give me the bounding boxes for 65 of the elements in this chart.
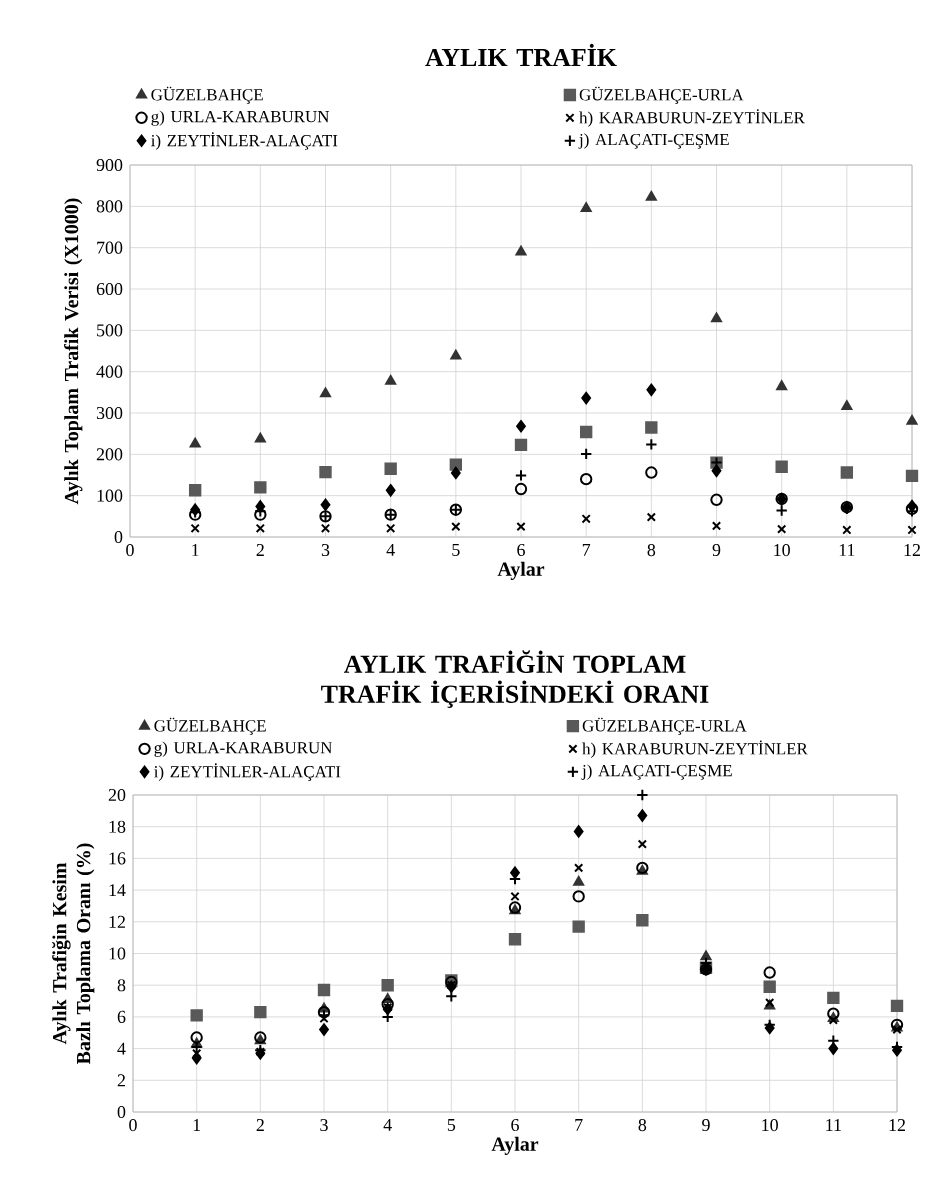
x-tick-label: 4: [383, 1119, 392, 1131]
legend-label: h) KARABURUN-ZEYTİNLER: [582, 740, 808, 758]
x-tick-label: 12: [889, 1119, 905, 1131]
x-tick-label: 12: [904, 544, 920, 556]
y-tick-label: 12: [109, 915, 125, 928]
x-tick-label: 3: [320, 1119, 328, 1132]
y-tick-label: 0: [114, 530, 123, 544]
x-tick-label: 1: [193, 1119, 201, 1131]
y-tick-label: 200: [96, 448, 123, 461]
x-tick-label: 5: [447, 1119, 456, 1131]
y-axis-title: Aylık Trafiğin Kesim Bazlı Toplama Oranı (%): [52, 843, 95, 1065]
x-tick-label: 2: [256, 544, 264, 556]
x-axis-title: Aylar: [491, 1136, 539, 1155]
legend-label: j) ALAÇATI-ÇEŞME: [578, 133, 729, 149]
y-tick-label: 300: [96, 406, 123, 420]
y-tick-label: 8: [117, 979, 126, 992]
x-tick-label: 8: [647, 544, 656, 557]
legend-label: g) URLA-KARABURUN: [151, 110, 330, 126]
y-tick-label: 0: [117, 1105, 126, 1119]
y-tick-label: 16: [109, 852, 126, 865]
y-tick-label: 400: [96, 365, 123, 378]
x-tick-label: 9: [702, 1119, 710, 1132]
y-tick-label: 20: [108, 788, 126, 802]
chart-title: AYLIK TRAFİK: [425, 43, 617, 67]
x-tick-label: 0: [126, 544, 134, 557]
legend-label: GÜZELBAHÇE: [151, 86, 263, 104]
y-tick-label: 900: [96, 158, 123, 172]
x-tick-label: 6: [511, 1119, 519, 1132]
x-tick-label: 11: [826, 1119, 841, 1131]
x-tick-label: 7: [582, 544, 591, 556]
x-tick-label: 4: [386, 544, 395, 556]
y-tick-label: 18: [109, 820, 126, 833]
x-tick-label: 11: [839, 544, 855, 556]
legend-label: GÜZELBAHÇE: [154, 717, 266, 736]
chart-title: AYLIK TRAFİĞİN TOPLAM TRAFİK İÇERİSİNDEKİ ORANI: [321, 650, 709, 709]
x-tick-label: 6: [517, 544, 525, 557]
x-tick-label: 3: [321, 544, 330, 557]
y-tick-label: 800: [96, 200, 123, 213]
y-tick-label: 600: [96, 282, 123, 296]
legend-label: h) KARABURUN-ZEYTİNLER: [579, 109, 805, 127]
y-tick-label: 2: [117, 1074, 125, 1087]
y-tick-label: 4: [117, 1042, 126, 1055]
x-axis-title: Aylar: [497, 561, 545, 580]
x-tick-label: 1: [192, 544, 199, 556]
legend-label: GÜZELBAHÇE-URLA: [582, 717, 747, 736]
legend-label: i) ZEYTİNLER-ALAÇATI: [154, 763, 341, 781]
x-tick-label: 9: [712, 544, 721, 557]
y-tick-label: 14: [109, 884, 126, 897]
x-tick-label: 7: [575, 1119, 583, 1131]
legend-label: g) URLA-KARABURUN: [154, 741, 333, 757]
y-axis-title: Aylık Toplam Trafik Verisi (X1000): [64, 198, 83, 505]
x-tick-label: 5: [452, 544, 460, 556]
y-tick-label: 700: [97, 241, 123, 254]
y-tick-label: 10: [109, 947, 126, 960]
y-tick-label: 100: [97, 489, 123, 502]
legend-label: i) ZEYTİNLER-ALAÇATI: [151, 132, 338, 150]
legend-label: j) ALAÇATI-ÇEŞME: [581, 764, 732, 780]
x-tick-label: 8: [638, 1119, 647, 1132]
y-tick-label: 6: [117, 1010, 126, 1023]
x-tick-label: 10: [762, 1119, 778, 1132]
x-tick-label: 10: [774, 544, 790, 557]
x-tick-label: 0: [129, 1119, 137, 1132]
y-tick-label: 500: [97, 324, 123, 337]
x-tick-label: 2: [256, 1119, 264, 1131]
legend-label: GÜZELBAHÇE-URLA: [579, 86, 744, 104]
